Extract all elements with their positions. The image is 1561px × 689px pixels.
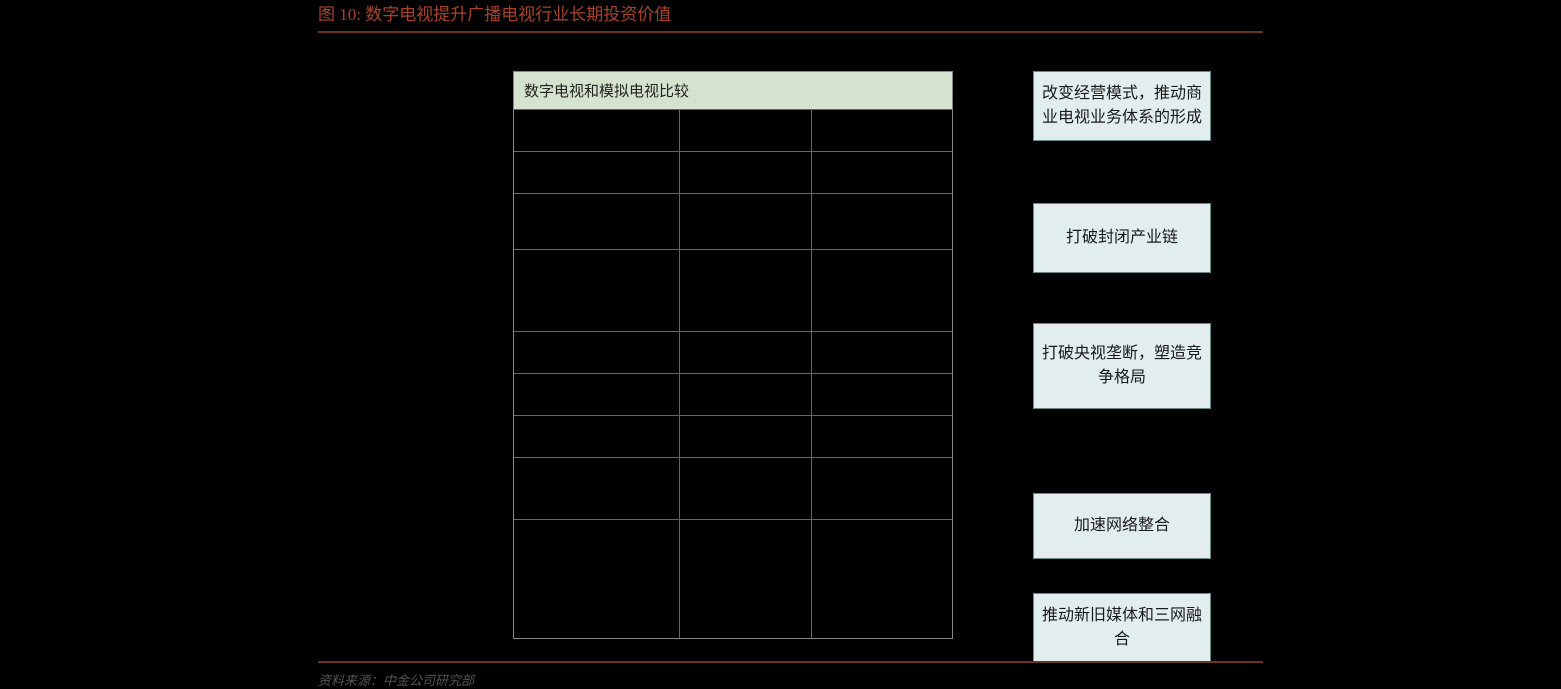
effect-box: 打破央视垄断，塑造竞争格局: [1033, 323, 1211, 409]
table-cell: [514, 520, 680, 638]
table-cell: [514, 332, 680, 373]
table-row: [514, 250, 952, 332]
table-row: [514, 416, 952, 458]
effect-box: 打破封闭产业链: [1033, 203, 1211, 273]
table-row: [514, 110, 952, 152]
table-row: [514, 332, 952, 374]
table-cell: [812, 520, 952, 638]
table-cell: [812, 152, 952, 193]
table-cell: [812, 250, 952, 331]
table-cell: [514, 110, 680, 151]
table-cell: [812, 374, 952, 415]
table-cell: [680, 250, 811, 331]
table-row: [514, 520, 952, 638]
table-cell: [812, 110, 952, 151]
table-cell: [680, 520, 811, 638]
effect-box: 改变经营模式，推动商业电视业务体系的形成: [1033, 71, 1211, 141]
effect-box: 加速网络整合: [1033, 493, 1211, 559]
table-cell: [514, 152, 680, 193]
table-header: 数字电视和模拟电视比较: [514, 72, 952, 110]
table-cell: [514, 194, 680, 249]
table-cell: [514, 458, 680, 519]
table-cell: [514, 416, 680, 457]
table-cell: [680, 416, 811, 457]
table-row: [514, 458, 952, 520]
table-cell: [812, 416, 952, 457]
diagram-area: 数字电视和模拟电视比较 改变经营模式，推动商业电视业务体系的形成打破封闭产业链打…: [318, 33, 1263, 673]
table-cell: [812, 332, 952, 373]
table-cell: [812, 458, 952, 519]
table-cell: [680, 110, 811, 151]
table-cell: [812, 194, 952, 249]
comparison-table: 数字电视和模拟电视比较: [513, 71, 953, 639]
table-cell: [680, 458, 811, 519]
table-row: [514, 152, 952, 194]
table-row: [514, 374, 952, 416]
table-row: [514, 194, 952, 250]
table-cell: [514, 250, 680, 331]
table-cell: [680, 332, 811, 373]
table-cell: [514, 374, 680, 415]
table-cell: [680, 194, 811, 249]
table-cell: [680, 152, 811, 193]
effect-box: 推动新旧媒体和三网融合: [1033, 593, 1211, 663]
table-body: [514, 110, 952, 638]
table-cell: [680, 374, 811, 415]
figure-title: 图 10: 数字电视提升广播电视行业长期投资价值: [318, 0, 1263, 33]
source-note: 资料来源：中金公司研究部: [318, 670, 474, 689]
